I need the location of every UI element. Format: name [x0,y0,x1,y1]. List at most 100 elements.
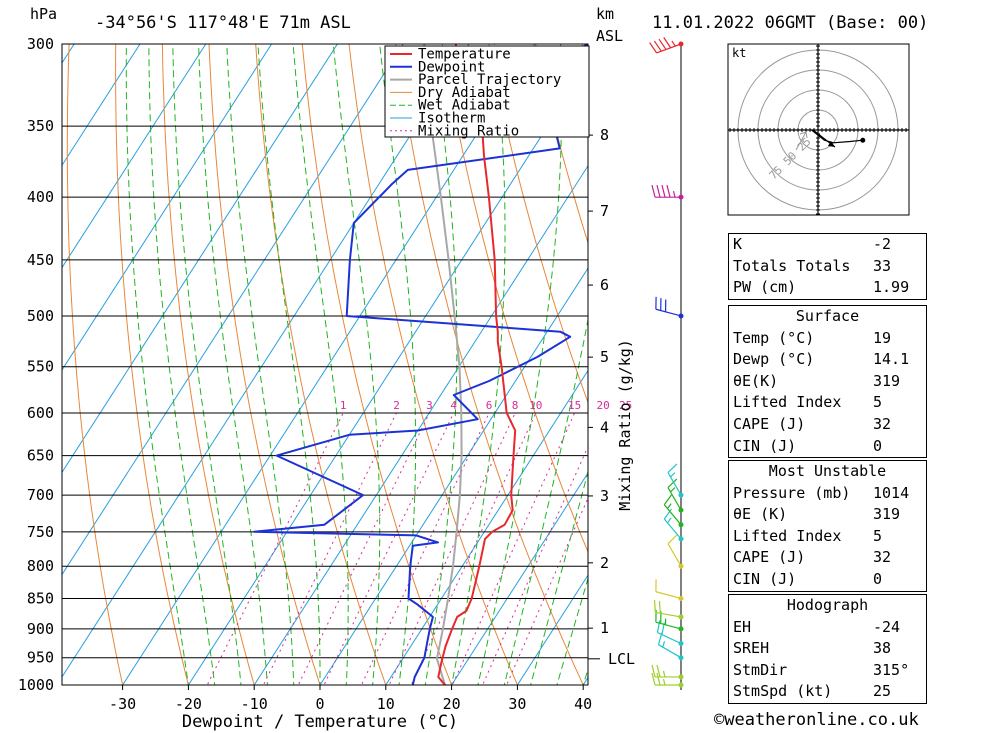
most-unstable-panel: Most Unstable Pressure (mb) 1014 θE (K) 319… [728,460,927,592]
wind-barb [657,632,684,661]
mixing-ratio-labels: 1 2 3 4 6 8 10 15 20 25 [340,399,632,412]
wind-profile [649,37,684,690]
pressure-tick-label: 600 [27,404,54,422]
wind-barb-half [667,503,672,509]
pressure-tick-label: 300 [27,35,54,53]
dry-adiabat-line [255,44,387,685]
wind-barb [651,672,684,688]
index-label: PW (cm) [733,278,797,297]
wind-barb-full [651,185,656,198]
dry-adiabat-line [66,44,124,685]
wind-barb-full [666,185,671,198]
profile-lines [253,44,588,685]
height-tick-label: 4 [600,418,609,436]
legend-label: Parcel Trajectory [418,72,561,88]
wind-barb-half [662,678,666,686]
pressure-tick-label: 700 [27,486,54,504]
hodograph-index-value: -24 [873,617,901,636]
parcel-trajectory-line [423,44,463,685]
temperature-tick-label: -10 [241,695,268,713]
wind-barb [667,534,684,569]
plot-frame [61,43,589,686]
surface-title: Surface [795,307,860,325]
temperature-tick-label: 20 [443,695,461,713]
wind-barb-shaft [655,591,682,600]
temperature-tick-label: -30 [109,695,136,713]
surface-value: 319 [873,371,901,390]
mixing-ratio-line [482,445,588,685]
pressure-tick-label: 400 [27,188,54,206]
surface-label: Lifted Index [733,393,842,412]
wind-barb-full [663,37,672,49]
index-label: Totals Totals [733,256,851,275]
x-axis-label: Dewpoint / Temperature (°C) [182,712,458,732]
wind-barb-shaft [656,43,682,54]
hodograph-trace-end [860,137,866,143]
wind-barb-full [663,494,673,506]
mixing-ratio-axis-label: Mixing Ratio (g/kg) [616,339,634,511]
wind-barb [667,478,684,513]
lcl-label: LCL [608,650,635,668]
wind-barb-full [649,42,658,54]
surface-row: CIN (J) 0 [729,436,926,458]
surface-value: 5 [873,393,883,412]
pressure-tick-labels: 300 350 400 450 500 550 600 650 700 750 800 850 900 9… [18,35,54,694]
index-row: K -2 [729,234,926,256]
dewpoint-line [253,44,588,685]
wind-barb-full [656,620,661,633]
pressure-tick-label: 800 [27,557,54,575]
mixing-ratio-line [262,412,397,685]
most-unstable-value: 32 [873,548,892,567]
wind-barb-shaft [655,621,682,630]
wind-barb-full [667,534,678,545]
mixing-ratio-label: 25 [619,399,632,412]
wind-barb-full [658,600,661,614]
pressure-tick-label: 650 [27,447,54,465]
wind-barb-shaft [663,504,682,526]
wind-barb-half [670,472,676,478]
hodograph-index-row: StmSpd (kt) 25 [729,681,926,703]
index-row: PW (cm) 1.99 [729,277,926,299]
most-unstable-row: CAPE (J) 32 [729,547,926,569]
wind-barb [655,296,684,319]
temperature-tick-label: 10 [377,695,395,713]
mixing-ratio-label: 3 [426,399,433,412]
indices-basic-panel: K -2 Totals Totals 33 PW (cm) 1.99 [728,233,927,300]
surface-row: CAPE (J) 32 [729,414,926,436]
height-tick-label: 7 [600,202,609,220]
wind-barb-full [653,40,662,52]
pressure-tick-label: 550 [27,358,54,376]
mixing-ratio-label: 15 [568,399,581,412]
wind-barb [655,579,684,601]
pressure-unit-label: hPa [30,5,57,23]
dry-adiabat-line [488,44,588,404]
surface-label: Temp (°C) [733,328,815,347]
wind-barb-half [662,670,666,678]
datetime-label: 11.01.2022 06GMT (Base: 00) [652,13,928,33]
mixing-ratio-label: 10 [529,399,542,412]
most-unstable-label: θE (K) [733,505,788,524]
most-unstable-label: Lifted Index [733,526,842,545]
mixing-ratio-label: 4 [450,399,457,412]
legend-label: Dewpoint [418,59,485,75]
wind-barb-full [667,463,678,474]
isotherm-line [253,164,588,685]
height-tick-labels: 8 7 6 5 4 3 2 1 [588,126,609,660]
wind-barb [663,508,684,542]
wind-barb [651,185,684,200]
mixing-ratio-label: 20 [596,399,609,412]
most-unstable-value: 5 [873,526,883,545]
mixing-ratio-label: 8 [512,399,519,412]
wind-barb-shaft [667,543,682,567]
surface-label: Dewp (°C) [733,350,815,369]
mixing-ratio-line [388,412,516,685]
wind-barb-full [667,478,678,489]
wind-barb-full [651,664,656,678]
surface-value: 32 [873,414,892,433]
most-unstable-row: Lifted Index 5 [729,526,926,548]
surface-row: Dewp (°C) 14.1 [729,349,926,371]
hodograph-index-value: 315° [873,660,910,679]
wind-barb-half [671,40,676,47]
hodograph-indices-title: Hodograph [786,596,869,614]
